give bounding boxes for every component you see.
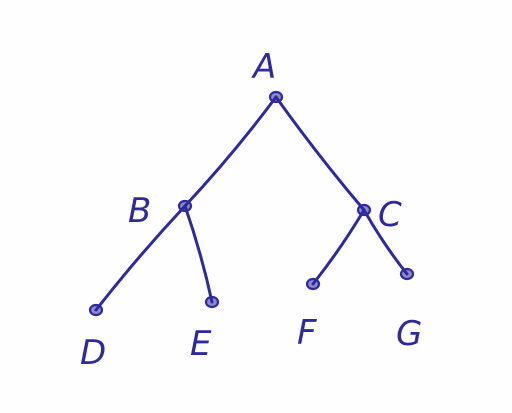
edge-b-e <box>183 204 214 304</box>
node-dot-d <box>88 303 104 317</box>
node-dot-b <box>177 199 193 213</box>
node-dot-a <box>268 90 284 104</box>
edge-a-b <box>183 95 278 208</box>
tree-node-dots <box>88 90 415 317</box>
node-dot-e <box>204 295 220 309</box>
node-label-g: G <box>396 314 422 354</box>
node-label-b: B <box>128 191 151 231</box>
node-dot-f <box>305 277 321 291</box>
node-label-a: A <box>251 47 276 87</box>
node-label-e: E <box>190 324 212 364</box>
tree-edges <box>94 95 409 312</box>
node-dot-g <box>399 267 415 281</box>
node-label-f: F <box>297 313 317 353</box>
node-dot-c <box>356 203 372 217</box>
edge-b-d <box>94 204 187 312</box>
node-label-c: C <box>378 195 402 235</box>
edge-c-f <box>311 208 366 286</box>
edge-a-c <box>274 95 366 212</box>
tree-node-labels: A B C D E F G <box>80 47 422 373</box>
node-label-d: D <box>80 333 106 373</box>
edge-c-g <box>362 208 409 276</box>
